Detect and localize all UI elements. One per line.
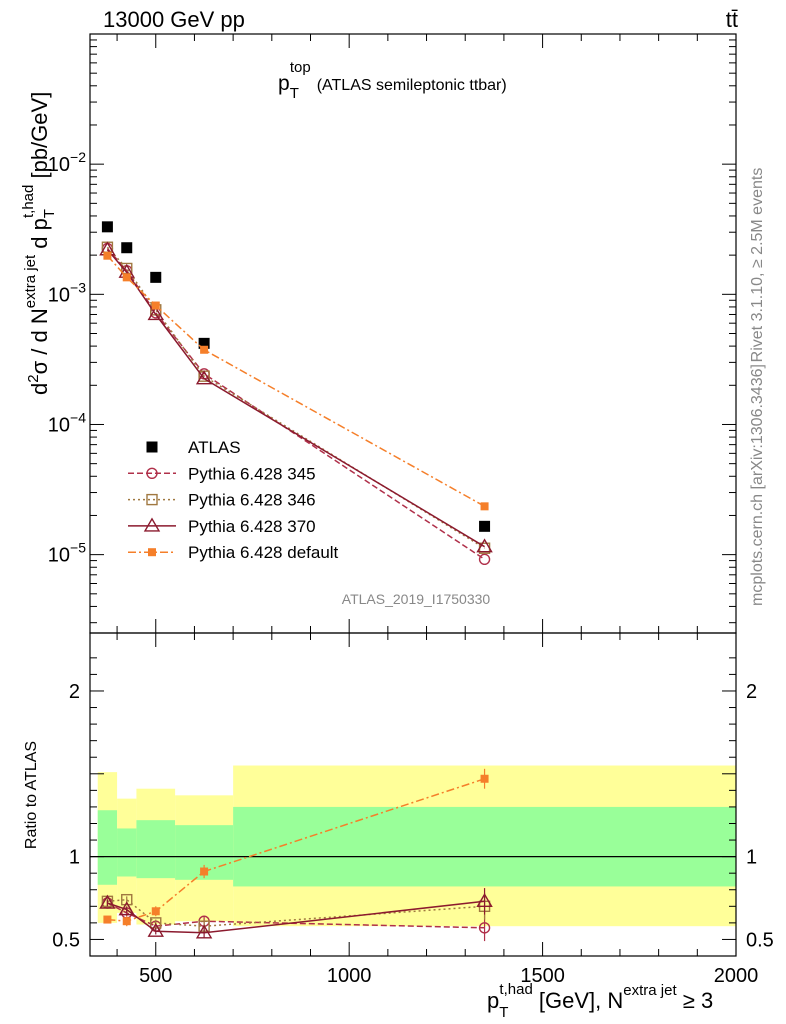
main-ytick-label-2: 10−3 xyxy=(48,279,86,306)
main-ytick-label-1: 10−4 xyxy=(48,409,86,436)
main-line-pythia-6-428-345 xyxy=(106,248,486,560)
ratio-point-pythia-6-428-default-3 xyxy=(200,867,209,876)
ratio-plot-area xyxy=(99,768,493,942)
main-ytick-label-3: 10−2 xyxy=(48,149,86,176)
ratio-band-inner-2 xyxy=(136,820,176,879)
main-y-axis-title: d2σ / d Nextra jet d pTt,had [pb/GeV] xyxy=(20,92,58,395)
ratio-point-pythia-6-428-default-4 xyxy=(480,774,489,783)
main-point-atlas-0 xyxy=(101,221,113,233)
analysis-watermark: ATLAS_2019_I1750330 xyxy=(342,591,491,607)
ratio-point-pythia-6-428-370-3 xyxy=(195,924,213,939)
x-tick-label-2000: 2000 xyxy=(714,965,759,987)
ratio-ytick-label-left-0: 0.5 xyxy=(52,929,80,951)
ratio-point-pythia-6-428-default-1 xyxy=(122,917,131,926)
main-point-atlas-1 xyxy=(121,242,133,254)
main-plot-area xyxy=(99,221,493,566)
process-label: tt̄ xyxy=(726,7,738,32)
ratio-ytick-label-right-1: 1 xyxy=(746,847,757,869)
ratio-plot-frame xyxy=(89,632,737,957)
main-point-atlas-3 xyxy=(198,337,210,349)
legend-marker-pythia-6-428-345 xyxy=(146,467,158,479)
rivet-version-label: Rivet 3.1.10, ≥ 2.5M events xyxy=(749,168,766,363)
main-point-atlas-4 xyxy=(479,520,491,532)
ratio-point-pythia-6-428-346-1 xyxy=(121,893,133,906)
legend: ATLAS Pythia 6.428 345 Pythia 6.428 346 Pyt… xyxy=(128,438,339,562)
main-point-pythia-6-428-default-2 xyxy=(151,301,160,310)
x-axis-title: pTt,had [GeV], Nextra jet ≥ 3 xyxy=(487,981,713,1021)
ratio-ytick-label-right-0: 0.5 xyxy=(746,929,774,951)
ratio-point-pythia-6-428-370-2 xyxy=(147,922,164,937)
legend-label-pythia-6-428-345: Pythia 6.428 345 xyxy=(188,464,316,483)
x-tick-label-1500: 1500 xyxy=(520,965,565,987)
ratio-point-pythia-6-428-370-1 xyxy=(118,901,135,916)
legend-marker-atlas xyxy=(146,441,158,453)
main-point-atlas-2 xyxy=(150,271,162,283)
mcplots-label: mcplots.cern.ch [arXiv:1306.3436] xyxy=(749,364,766,606)
ratio-point-pythia-6-428-370-4 xyxy=(476,892,493,908)
ratio-ytick-label-left-1: 1 xyxy=(69,847,80,869)
legend-marker-pythia-6-428-default xyxy=(148,548,156,557)
main-point-pythia-6-428-345-4 xyxy=(478,553,491,566)
main-plot-frame xyxy=(89,33,737,634)
main-point-pythia-6-428-default-3 xyxy=(200,345,209,354)
ratio-point-pythia-6-428-default-0 xyxy=(103,915,112,924)
axes: 500 1000 1500 2000 10−5 10−4 10−3 10−2 0.5 0.5 1 1 2… xyxy=(48,33,774,987)
legend-label-pythia-6-428-370: Pythia 6.428 370 xyxy=(188,517,316,536)
ratio-point-pythia-6-428-default-2 xyxy=(151,907,160,916)
x-tick-label-500: 500 xyxy=(139,965,172,987)
plot-title: pTtop(ATLAS semileptonic ttbar) xyxy=(278,59,507,102)
legend-marker-pythia-6-428-370 xyxy=(143,517,161,532)
main-point-pythia-6-428-370-4 xyxy=(476,538,493,553)
main-ytick-label-0: 10−5 xyxy=(48,540,86,567)
main-point-pythia-6-428-default-4 xyxy=(480,502,489,511)
ratio-ytick-label-left-2: 2 xyxy=(69,681,80,703)
ratio-point-pythia-6-428-370-0 xyxy=(99,894,116,909)
ratio-band-inner-1 xyxy=(117,828,137,877)
ratio-point-pythia-6-428-345-4 xyxy=(478,922,491,934)
ratio-band-inner-0 xyxy=(97,810,118,885)
main-point-pythia-6-428-370-2 xyxy=(147,306,164,321)
collision-label: 13000 GeV pp xyxy=(103,7,245,32)
ratio-y-axis-title: Ratio to ATLAS xyxy=(23,741,40,849)
ratio-band-inner-4 xyxy=(233,806,737,887)
main-point-pythia-6-428-370-3 xyxy=(195,370,213,385)
main-point-pythia-6-428-default-0 xyxy=(103,251,112,260)
legend-label-pythia-6-428-346: Pythia 6.428 346 xyxy=(188,491,316,510)
ratio-uncertainty-band xyxy=(90,765,737,927)
ratio-line-pythia-6-428-345 xyxy=(107,902,485,929)
main-line-pythia-6-428-346 xyxy=(106,246,485,549)
legend-label-pythia-6-428-default: Pythia 6.428 default xyxy=(188,543,339,562)
main-line-pythia-6-428-370 xyxy=(106,249,485,548)
legend-marker-pythia-6-428-346 xyxy=(146,493,158,506)
x-tick-label-1000: 1000 xyxy=(327,965,372,987)
main-point-pythia-6-428-default-1 xyxy=(122,273,131,282)
legend-label-atlas: ATLAS xyxy=(188,438,241,457)
ratio-ytick-label-right-2: 2 xyxy=(746,681,757,703)
